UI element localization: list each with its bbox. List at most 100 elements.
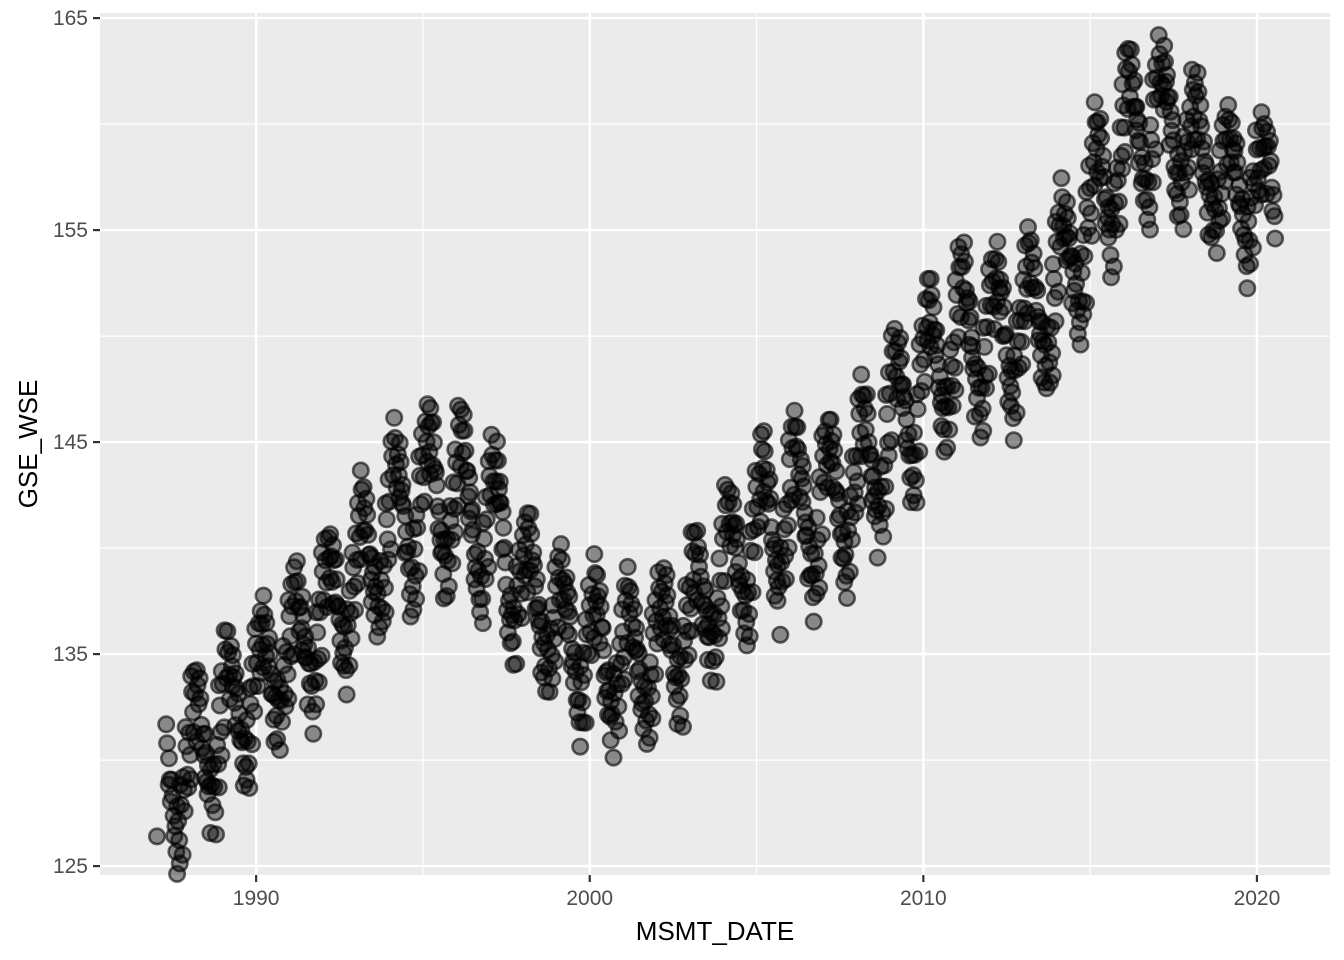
- data-point: [393, 475, 412, 494]
- data-point: [696, 580, 715, 599]
- data-point: [551, 535, 570, 554]
- data-point: [788, 418, 807, 437]
- data-point: [785, 401, 804, 420]
- data-point: [975, 337, 994, 356]
- data-point: [454, 405, 473, 424]
- data-point: [390, 433, 409, 452]
- data-point: [754, 422, 773, 441]
- data-point: [940, 420, 959, 439]
- data-point: [688, 521, 707, 540]
- x-tick-label: 2000: [566, 887, 614, 910]
- data-point: [1072, 263, 1091, 282]
- data-point: [218, 622, 237, 641]
- data-point: [729, 554, 748, 573]
- data-point: [357, 489, 376, 508]
- data-point: [1266, 229, 1285, 248]
- data-point: [874, 527, 893, 546]
- data-point: [768, 591, 787, 610]
- data-point: [493, 502, 512, 521]
- data-point: [1222, 113, 1241, 132]
- data-point: [1013, 355, 1032, 374]
- data-point: [706, 648, 725, 667]
- data-point: [426, 463, 445, 482]
- data-point: [868, 548, 887, 567]
- data-point: [1207, 244, 1226, 263]
- data-point: [776, 570, 795, 589]
- data-point: [852, 365, 871, 384]
- data-point: [893, 375, 912, 394]
- data-point: [1057, 193, 1076, 212]
- data-point: [1077, 293, 1096, 312]
- data-point: [527, 570, 546, 589]
- data-point: [191, 689, 210, 708]
- x-tick-label: 2020: [1233, 887, 1281, 910]
- data-point: [618, 557, 637, 576]
- data-point: [1113, 159, 1132, 178]
- data-point: [1043, 344, 1062, 363]
- data-point: [658, 586, 677, 605]
- data-point: [839, 521, 858, 540]
- data-point: [1239, 212, 1258, 231]
- data-point: [1058, 209, 1077, 228]
- data-point: [278, 665, 297, 684]
- data-point: [158, 734, 177, 753]
- data-point: [279, 689, 298, 708]
- data-point: [376, 603, 395, 622]
- data-point: [308, 623, 327, 642]
- data-point: [1163, 111, 1182, 130]
- data-point: [1021, 231, 1040, 250]
- data-point: [882, 431, 901, 450]
- data-point: [740, 604, 759, 623]
- data-point: [946, 380, 965, 399]
- y-tick-label: 145: [52, 430, 88, 454]
- data-point: [907, 493, 926, 512]
- data-point: [1171, 205, 1190, 224]
- data-point: [405, 540, 424, 559]
- data-point: [876, 499, 895, 518]
- data-point: [456, 441, 475, 460]
- y-tick-label: 165: [52, 6, 88, 30]
- x-axis-title: MSMT_DATE: [635, 916, 795, 946]
- x-tick-label: 2010: [899, 887, 947, 910]
- data-point: [1192, 117, 1211, 136]
- data-point: [552, 550, 571, 569]
- data-point: [1025, 259, 1044, 278]
- data-point: [593, 618, 612, 637]
- data-point: [557, 568, 576, 587]
- data-point: [1188, 63, 1207, 82]
- data-point: [974, 421, 993, 440]
- data-point: [824, 425, 843, 444]
- data-point: [625, 600, 644, 619]
- data-point: [858, 404, 877, 423]
- data-point: [1003, 383, 1022, 402]
- data-point: [1141, 116, 1160, 135]
- data-point: [910, 442, 929, 461]
- data-point: [875, 456, 894, 475]
- data-point: [391, 452, 410, 471]
- data-point: [924, 298, 943, 317]
- data-point: [245, 702, 264, 721]
- data-point: [1185, 73, 1204, 92]
- data-point: [309, 673, 328, 692]
- data-point: [409, 562, 428, 581]
- data-point: [446, 523, 465, 542]
- data-point: [407, 589, 426, 608]
- data-point: [908, 399, 927, 418]
- data-point: [1121, 40, 1140, 59]
- data-point: [979, 364, 998, 383]
- data-point: [1143, 173, 1162, 192]
- data-point: [1092, 129, 1111, 148]
- data-point: [521, 504, 540, 523]
- data-point: [724, 495, 743, 514]
- y-axis-title: GSE_WSE: [13, 379, 43, 509]
- data-point: [495, 538, 514, 557]
- data-point: [673, 717, 692, 736]
- data-point: [807, 508, 826, 527]
- data-point: [1228, 153, 1247, 172]
- data-point: [594, 641, 613, 660]
- data-point: [351, 461, 370, 480]
- data-point: [640, 728, 659, 747]
- data-point: [479, 557, 498, 576]
- data-point: [421, 399, 440, 418]
